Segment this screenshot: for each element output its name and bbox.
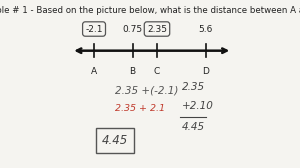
Text: 4.45: 4.45	[182, 122, 205, 132]
Text: C: C	[154, 67, 160, 76]
Text: 2.35 +(-2.1): 2.35 +(-2.1)	[115, 86, 178, 96]
Text: 4.45: 4.45	[102, 134, 128, 147]
Text: 5.6: 5.6	[199, 25, 213, 34]
Text: 2.35 + 2.1: 2.35 + 2.1	[115, 104, 165, 114]
Text: 2.35: 2.35	[182, 82, 205, 92]
Text: A: A	[91, 67, 97, 76]
Text: +2.10: +2.10	[182, 101, 213, 111]
Text: 0.75: 0.75	[122, 25, 142, 34]
Text: D: D	[202, 67, 209, 76]
Text: -2.1: -2.1	[85, 25, 103, 34]
Text: B: B	[130, 67, 136, 76]
Text: Example # 1 - Based on the picture below, what is the distance between A and C?: Example # 1 - Based on the picture below…	[0, 6, 300, 15]
Text: 2.35: 2.35	[147, 25, 167, 34]
